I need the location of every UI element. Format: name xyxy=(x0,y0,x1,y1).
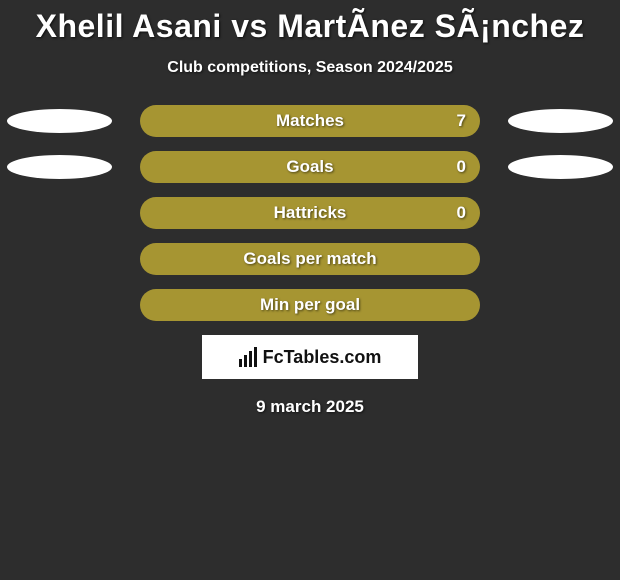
player-right-indicator xyxy=(508,155,613,179)
page-title: Xhelil Asani vs MartÃ­nez SÃ¡nchez xyxy=(0,8,620,45)
stat-value: 7 xyxy=(457,111,466,131)
stat-label: Min per goal xyxy=(260,295,360,315)
stat-bar: Goals per match xyxy=(140,243,480,275)
stat-row: Goals per match xyxy=(0,243,620,275)
stat-value: 0 xyxy=(457,157,466,177)
stat-bar: Hattricks 0 xyxy=(140,197,480,229)
logo-text: FcTables.com xyxy=(263,347,382,368)
stat-label: Goals per match xyxy=(243,249,376,269)
stat-row: Min per goal xyxy=(0,289,620,321)
comparison-card: Xhelil Asani vs MartÃ­nez SÃ¡nchez Club … xyxy=(0,0,620,417)
stat-row: Hattricks 0 xyxy=(0,197,620,229)
stat-rows: Matches 7 Goals 0 Hattricks 0 Goals per match M… xyxy=(0,105,620,321)
player-left-indicator xyxy=(7,155,112,179)
player-right-indicator xyxy=(508,109,613,133)
stat-value: 0 xyxy=(457,203,466,223)
snapshot-date: 9 march 2025 xyxy=(0,397,620,417)
stat-bar: Goals 0 xyxy=(140,151,480,183)
subtitle: Club competitions, Season 2024/2025 xyxy=(0,59,620,77)
stat-bar: Min per goal xyxy=(140,289,480,321)
stat-bar: Matches 7 xyxy=(140,105,480,137)
fctables-logo[interactable]: FcTables.com xyxy=(202,335,418,379)
stat-label: Hattricks xyxy=(274,203,347,223)
player-left-indicator xyxy=(7,109,112,133)
stat-label: Goals xyxy=(286,157,333,177)
bar-chart-icon xyxy=(239,347,257,367)
stat-row: Matches 7 xyxy=(0,105,620,137)
stat-row: Goals 0 xyxy=(0,151,620,183)
stat-label: Matches xyxy=(276,111,344,131)
